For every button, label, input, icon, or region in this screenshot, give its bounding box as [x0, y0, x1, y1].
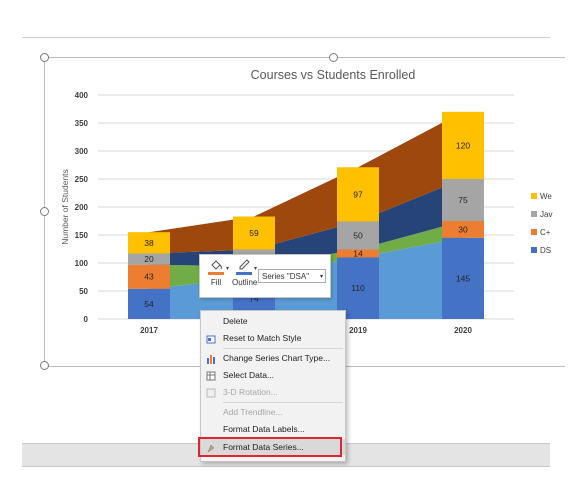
fill-color-bar [208, 272, 224, 275]
x-tick-label: 2017 [140, 326, 158, 335]
sheet-top-line [22, 37, 550, 38]
menu-item-reset-style[interactable]: Reset to Match Style [201, 330, 345, 346]
legend-swatch [531, 247, 537, 253]
menu-item-label: Change Series Chart Type... [223, 353, 331, 363]
paint-bucket-icon [209, 259, 223, 271]
mini-format-toolbar: Fill ▾ Outline ▾ Series "DSA" ▾ [199, 254, 331, 298]
menu-separator [223, 402, 343, 403]
menu-item-add-trendline[interactable]: Add Trendline... [201, 404, 345, 420]
menu-item-select-data[interactable]: Select Data... [201, 367, 345, 383]
y-tick-label: 250 [75, 175, 89, 184]
data-label: 75 [458, 195, 468, 205]
data-label: 43 [144, 272, 154, 282]
resize-handle-bottom-left[interactable] [40, 361, 49, 370]
legend-swatch [531, 193, 537, 199]
data-label: 74 [249, 293, 259, 303]
fill-label: Fill [210, 278, 222, 287]
bar-c+-2017[interactable] [128, 264, 170, 289]
legend-label: C+ [540, 228, 551, 237]
chart-type-icon [206, 353, 216, 364]
area-series-w[interactable] [149, 111, 463, 254]
menu-item-delete[interactable]: Delete [201, 313, 345, 329]
outline-label: Outline [232, 278, 258, 287]
data-label: 97 [353, 189, 363, 199]
menu-item-label: Add Trendline... [223, 407, 283, 417]
bar-w-2017[interactable] [128, 232, 170, 254]
legend-label: Jav [540, 210, 552, 219]
menu-item-label: Format Data Labels... [223, 424, 305, 434]
y-tick-label: 200 [75, 203, 89, 212]
data-label: 38 [144, 238, 154, 248]
outline-dropdown-caret[interactable]: ▾ [254, 266, 258, 272]
highlight-box [198, 437, 342, 457]
reset-style-icon [206, 333, 216, 344]
data-label: 145 [456, 273, 470, 283]
data-label: 30 [458, 224, 468, 234]
menu-item-format-data-labels[interactable]: Format Data Labels... [201, 421, 345, 437]
series-select[interactable]: Series "DSA" ▾ [258, 269, 326, 283]
menu-item-label: Format Data Series... [223, 442, 304, 452]
legend-label: DS [540, 246, 551, 255]
menu-item-label: 3-D Rotation... [223, 387, 278, 397]
x-tick-label: 2020 [454, 326, 472, 335]
menu-item-label: Delete [223, 316, 248, 326]
resize-handle-middle-left[interactable] [40, 207, 49, 216]
y-tick-label: 350 [75, 119, 89, 128]
bar-jav-2017[interactable] [128, 253, 170, 265]
x-tick-label: 2019 [349, 326, 367, 335]
bar-w-2020[interactable] [442, 111, 484, 179]
y-tick-label: 300 [75, 147, 89, 156]
bar-c+-2019[interactable] [337, 249, 379, 258]
bar-w-2019[interactable] [337, 167, 379, 222]
resize-handle-top-left[interactable] [40, 53, 49, 62]
y-tick-label: 50 [79, 287, 88, 296]
data-label: 54 [144, 299, 154, 309]
legend-swatch [531, 229, 537, 235]
menu-item-3d-rotation[interactable]: 3-D Rotation... [201, 384, 345, 400]
fill-button[interactable]: Fill [204, 259, 228, 293]
resize-handle-top-center[interactable] [329, 53, 338, 62]
data-label: 59 [249, 228, 259, 238]
select-data-icon [206, 370, 216, 381]
menu-item-label: Reset to Match Style [223, 333, 302, 343]
bar-jav-2019[interactable] [337, 221, 379, 250]
menu-item-label: Select Data... [223, 370, 275, 380]
bar-w-2018[interactable] [233, 216, 275, 250]
bar-jav-2020[interactable] [442, 179, 484, 221]
bar-c+-2020[interactable] [442, 221, 484, 238]
y-axis-title: Number of Students [60, 169, 70, 245]
outline-button[interactable]: Outline [232, 259, 258, 293]
bar-ds-2019[interactable] [337, 257, 379, 319]
y-tick-label: 150 [75, 231, 89, 240]
chevron-down-icon: ▾ [319, 274, 323, 280]
menu-separator [223, 348, 343, 349]
data-label: 50 [353, 231, 363, 241]
area-series-jav[interactable] [149, 179, 463, 267]
bar-ds-2020[interactable] [442, 237, 484, 319]
y-tick-label: 0 [84, 315, 89, 324]
series-select-value: Series "DSA" [262, 272, 310, 281]
data-label: 20 [144, 254, 154, 264]
context-menu: Delete Reset to Match Style Change Serie… [200, 310, 346, 462]
outline-color-bar [236, 272, 252, 275]
format-series-icon [206, 442, 216, 453]
menu-item-change-chart-type[interactable]: Change Series Chart Type... [201, 350, 345, 366]
rotation-icon [206, 387, 216, 398]
data-label: 110 [351, 283, 365, 293]
data-label: 14 [353, 248, 363, 258]
legend-label: We [540, 192, 552, 201]
data-label: 120 [456, 140, 470, 150]
chart-title: Courses vs Students Enrolled [251, 68, 416, 82]
y-tick-label: 400 [75, 91, 89, 100]
fill-dropdown-caret[interactable]: ▾ [226, 266, 230, 272]
y-tick-label: 100 [75, 259, 89, 268]
pencil-icon [237, 259, 251, 271]
legend-swatch [531, 211, 537, 217]
menu-item-format-data-series[interactable]: Format Data Series... [201, 439, 345, 455]
bar-ds-2017[interactable] [128, 288, 170, 319]
